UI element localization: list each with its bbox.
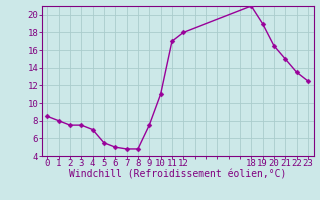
X-axis label: Windchill (Refroidissement éolien,°C): Windchill (Refroidissement éolien,°C) [69, 170, 286, 180]
